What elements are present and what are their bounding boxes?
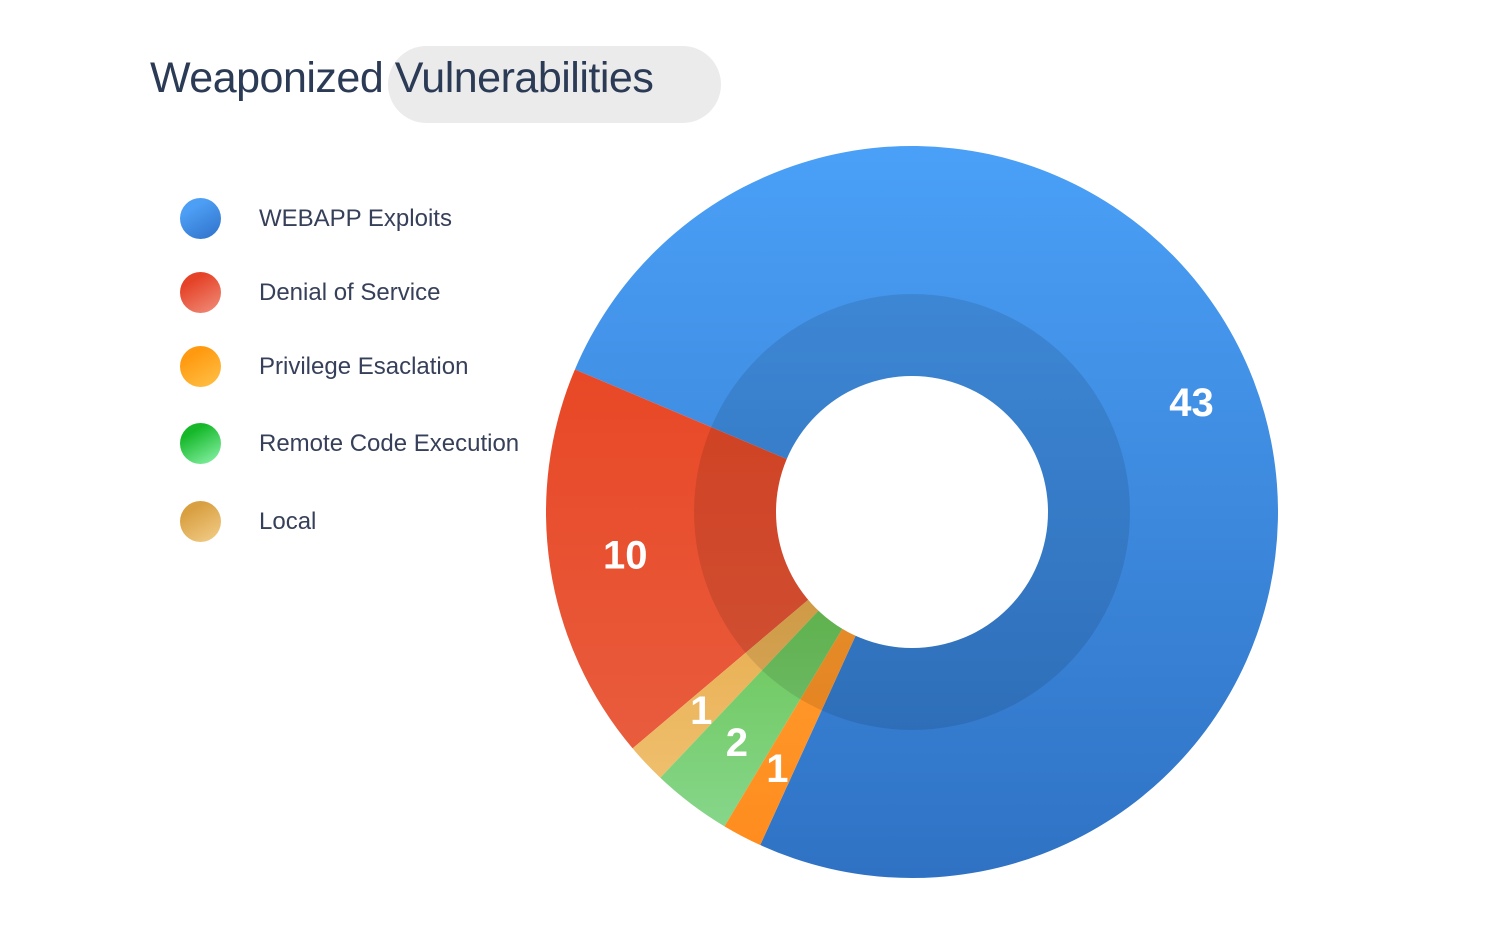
data-label-remote-code-execution: 2	[726, 721, 748, 765]
legend-item-remote-code-execution: Remote Code Execution	[180, 423, 519, 464]
slice-denial-of-service	[546, 369, 912, 749]
legend-item-privilege-esaclation: Privilege Esaclation	[180, 346, 468, 387]
legend-item-local: Local	[180, 501, 316, 542]
legend-swatch-remote-code-execution	[180, 423, 221, 464]
data-label-privilege-esaclation: 1	[766, 747, 788, 791]
legend-label: Remote Code Execution	[259, 429, 520, 457]
data-label-webapp-exploits: 43	[1169, 381, 1214, 425]
data-label-local: 1	[690, 689, 712, 733]
title-highlight-pill	[388, 46, 721, 123]
chart-title: Weaponized Vulnerabilities	[150, 54, 654, 102]
legend-label: Local	[259, 507, 317, 535]
legend-label: Privilege Esaclation	[259, 352, 469, 380]
data-label-denial-of-service: 10	[603, 534, 648, 578]
legend-swatch-privilege-esaclation	[180, 346, 221, 387]
legend-swatch-webapp-exploits	[180, 198, 221, 239]
legend-item-webapp-exploits: WEBAPP Exploits	[180, 198, 452, 239]
legend-item-denial-of-service: Denial of Service	[180, 272, 440, 313]
legend-swatch-denial-of-service	[180, 272, 221, 313]
legend-label: WEBAPP Exploits	[259, 204, 452, 232]
donut-hole	[776, 376, 1048, 648]
legend-swatch-local	[180, 501, 221, 542]
legend-label: Denial of Service	[259, 278, 441, 306]
